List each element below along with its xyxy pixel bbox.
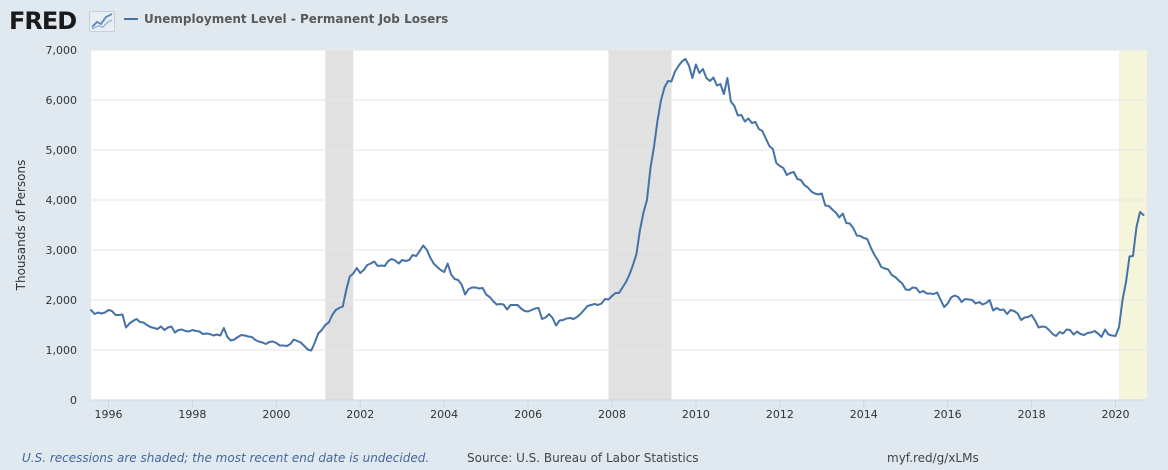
x-tick-label: 2016 xyxy=(934,408,962,421)
x-tick-label: 1998 xyxy=(178,408,206,421)
fred-logo-graphic: FRED xyxy=(9,7,115,35)
y-tick-label: 6,000 xyxy=(46,94,78,107)
fred-logo[interactable]: FRED xyxy=(9,5,117,39)
x-tick-label: 2020 xyxy=(1102,408,1130,421)
x-axis-ticks: 1996 1998 2000 2002 2004 2006 2008 2010 2012 2014… xyxy=(94,400,1130,421)
y-axis-title: Thousands of Persons xyxy=(14,160,28,292)
x-tick-label: 2014 xyxy=(850,408,878,421)
fred-logo-text: FRED xyxy=(9,7,76,35)
x-tick-label: 2008 xyxy=(598,408,626,421)
x-tick-label: 2006 xyxy=(514,408,542,421)
legend-item[interactable]: Unemployment Level - Permanent Job Loser… xyxy=(124,11,448,27)
chart[interactable]: 0 1,000 2,000 3,000 4,000 5,000 6,000 7,000 199… xyxy=(0,0,1168,440)
x-tick-label: 1996 xyxy=(94,408,122,421)
y-tick-label: 0 xyxy=(70,394,77,407)
recession-band-undecided xyxy=(1119,50,1147,400)
x-tick-label: 2010 xyxy=(682,408,710,421)
y-axis-ticks: 0 1,000 2,000 3,000 4,000 5,000 6,000 7,000 xyxy=(46,44,78,407)
x-tick-label: 2018 xyxy=(1018,408,1046,421)
recession-bands xyxy=(325,50,1147,400)
x-tick-label: 2000 xyxy=(262,408,290,421)
legend-series-swatch xyxy=(124,18,138,20)
series-line[interactable] xyxy=(90,58,1145,352)
grid-lines xyxy=(91,49,1147,351)
recession-band xyxy=(325,50,354,400)
legend-series-label: Unemployment Level - Permanent Job Loser… xyxy=(144,12,449,26)
source-text: Source: U.S. Bureau of Labor Statistics xyxy=(467,451,699,465)
y-tick-label: 4,000 xyxy=(46,194,78,207)
y-tick-label: 7,000 xyxy=(46,44,78,57)
x-tick-label: 2012 xyxy=(766,408,794,421)
short-link[interactable]: myf.red/g/xLMs xyxy=(887,451,979,465)
x-tick-label: 2004 xyxy=(430,408,458,421)
x-tick-label: 2002 xyxy=(346,408,374,421)
fred-logo-chart-icon xyxy=(89,11,115,32)
y-tick-label: 2,000 xyxy=(46,294,78,307)
recession-note: U.S. recessions are shaded; the most rec… xyxy=(22,451,430,465)
y-tick-label: 3,000 xyxy=(46,244,78,257)
chart-header: FRED Unemployment Level - Permanent Job … xyxy=(0,0,1168,40)
y-tick-label: 5,000 xyxy=(46,144,78,157)
y-tick-label: 1,000 xyxy=(46,344,78,357)
series-group xyxy=(90,58,1145,352)
